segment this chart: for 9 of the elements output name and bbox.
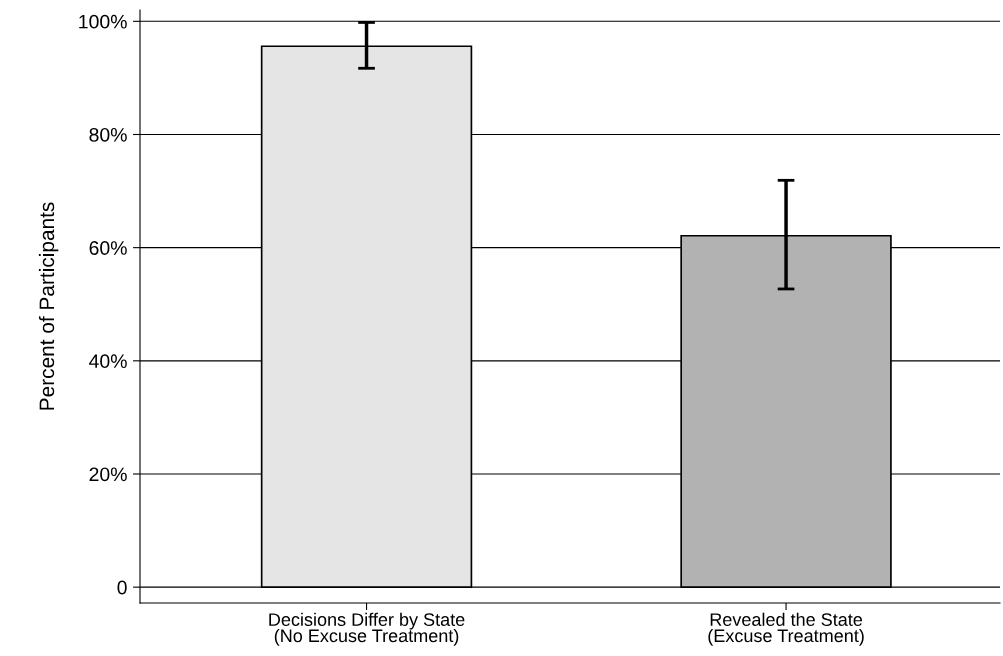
y-tick-label: 80% <box>89 127 127 142</box>
x-tick-label: Revealed the State (Excuse Treatment) <box>708 612 864 646</box>
y-axis-title: Percent of Participants <box>38 202 59 410</box>
y-tick-label: 0 <box>117 580 127 595</box>
y-tick-label: 60% <box>89 241 127 255</box>
y-tick-label: 40% <box>89 354 127 369</box>
y-tick-label: 20% <box>89 467 127 482</box>
y-tick-label: 100% <box>79 14 127 29</box>
x-tick-label: Decisions Differ by State (No Excuse Treatment) <box>269 612 465 646</box>
